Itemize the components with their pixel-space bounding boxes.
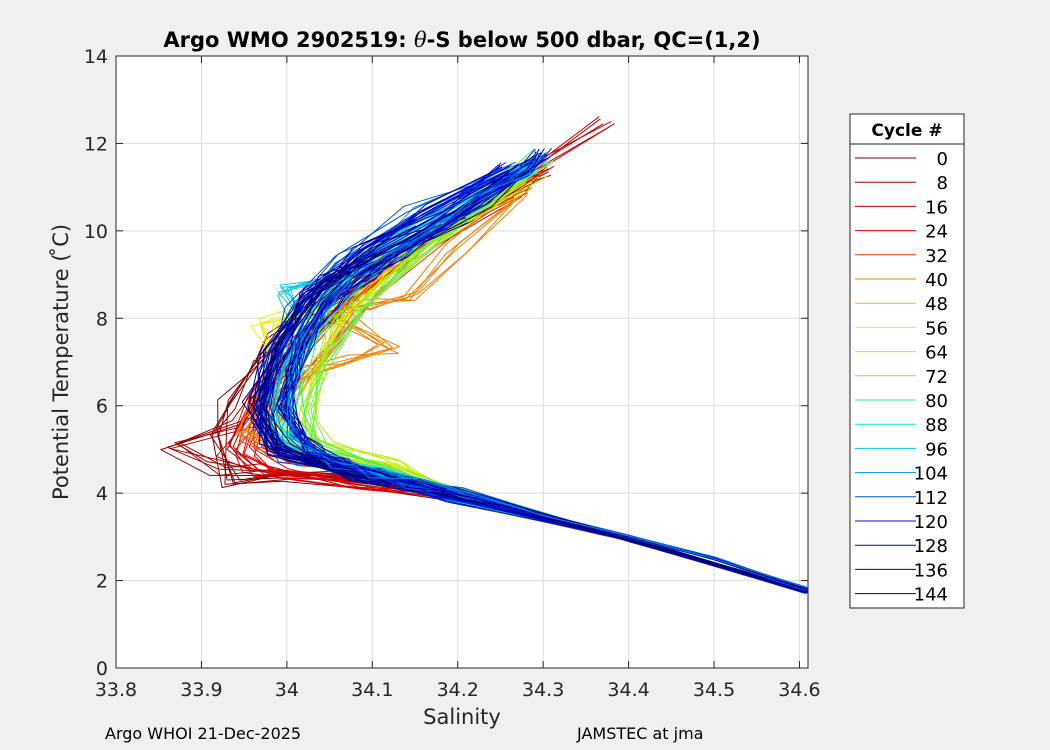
y-axis-label: Potential Temperature ( ̊C) — [49, 224, 73, 500]
y-tick-label: 0 — [96, 658, 108, 680]
y-tick-label: 14 — [84, 46, 108, 68]
legend-label: 128 — [914, 536, 948, 557]
legend-label: 136 — [914, 560, 948, 581]
legend: Cycle # 0 8 16 24 32 40 48 56 64 72 80 88 96 104 112 12… — [849, 113, 965, 609]
x-axis-label: Salinity — [423, 705, 501, 729]
legend-box — [849, 113, 965, 609]
legend-label: 120 — [914, 512, 948, 533]
axes-frame — [115, 55, 809, 669]
x-tick-label: 34.3 — [522, 679, 564, 701]
legend-label: 40 — [925, 270, 948, 291]
legend-label: 104 — [914, 464, 948, 485]
legend-label: 88 — [925, 415, 948, 436]
profile-line-mean-cluster — [289, 154, 808, 589]
legend-label: 48 — [925, 294, 948, 315]
y-tick-label: 4 — [96, 483, 108, 505]
legend-title: Cycle # — [871, 121, 942, 141]
profile-line-mean-cluster — [277, 159, 808, 589]
profile-line-cycle-128 — [273, 177, 808, 591]
legend-label: 144 — [914, 585, 948, 606]
legend-label: 32 — [925, 246, 948, 267]
x-tick-label: 34 — [275, 679, 299, 701]
footer-right-text: JAMSTEC at jma — [577, 724, 704, 743]
y-tick-label: 12 — [84, 133, 108, 155]
x-tick-label: 34.1 — [351, 679, 393, 701]
chart-title: Argo WMO 2902519: θ-S below 500 dbar, QC… — [163, 28, 760, 52]
legend-entries: 0 8 16 24 32 40 48 56 64 72 80 88 96 104 112 120 128 136 1… — [855, 149, 948, 606]
profile-line-cycle-144 — [252, 236, 808, 592]
legend-label: 112 — [914, 488, 948, 509]
y-tick-label: 6 — [96, 396, 108, 418]
legend-label: 72 — [925, 367, 948, 388]
x-ticks: 33.8 33.9 34 34.1 34.2 34.3 34.4 34.5 34.6 — [95, 56, 821, 701]
profile-line-cycle-128 — [250, 166, 808, 594]
x-tick-label: 33.9 — [180, 679, 222, 701]
legend-label: 0 — [937, 149, 948, 170]
legend-label: 80 — [925, 391, 948, 412]
x-tick-label: 34.6 — [778, 679, 820, 701]
profiles — [160, 116, 808, 594]
y-ticks: 0 2 4 6 8 10 12 14 — [84, 46, 808, 680]
footer-left-text: Argo WHOI 21-Dec-2025 — [105, 724, 302, 743]
legend-label: 24 — [925, 222, 948, 243]
legend-label: 64 — [925, 343, 948, 364]
title-prefix: Argo WMO 2902519: — [163, 28, 414, 52]
title-theta: θ — [414, 28, 427, 52]
legend-label: 56 — [925, 318, 948, 339]
x-tick-label: 34.4 — [607, 679, 649, 701]
plot-area — [116, 56, 808, 668]
y-tick-label: 2 — [96, 571, 108, 593]
legend-label: 16 — [925, 197, 948, 218]
x-tick-label: 34.2 — [437, 679, 479, 701]
title-suffix: -S below 500 dbar, QC=(1,2) — [427, 28, 761, 52]
profile-line-cycle-120 — [259, 162, 807, 593]
x-tick-label: 33.8 — [95, 679, 137, 701]
x-tick-label: 34.5 — [693, 679, 735, 701]
y-tick-label: 8 — [96, 308, 108, 330]
y-tick-label: 10 — [84, 221, 108, 243]
legend-label: 96 — [925, 439, 948, 460]
legend-label: 8 — [937, 173, 948, 194]
